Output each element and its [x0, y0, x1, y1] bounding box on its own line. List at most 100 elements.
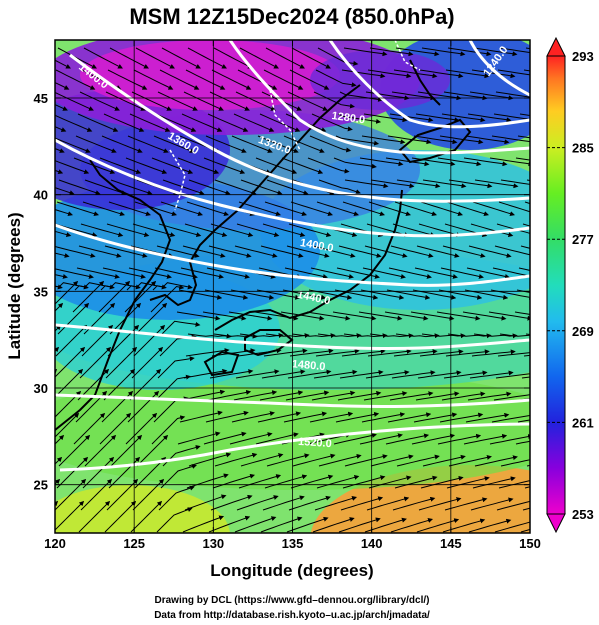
streamline [414, 267, 458, 279]
streamline [157, 91, 198, 111]
streamline [240, 453, 284, 467]
streamline [234, 245, 278, 258]
streamline [292, 453, 336, 467]
streamline [472, 201, 516, 217]
streamline [125, 412, 158, 445]
streamline [338, 517, 381, 533]
streamline [489, 157, 530, 167]
streamline [229, 432, 273, 445]
contour-label: 1400.0 [299, 237, 334, 255]
streamline [341, 69, 386, 79]
streamline [156, 245, 200, 258]
streamline [517, 135, 530, 139]
streamline [306, 311, 351, 321]
streamline [471, 349, 516, 357]
streamline [55, 252, 70, 258]
streamline [291, 47, 331, 69]
streamline [55, 160, 90, 174]
streamline [231, 135, 273, 153]
streamline [358, 311, 403, 321]
streamline [411, 433, 456, 445]
streamline [445, 69, 490, 79]
streamline [109, 47, 149, 69]
streamline [514, 311, 530, 315]
streamline [498, 480, 530, 489]
streamline [519, 113, 530, 117]
streamline [311, 113, 353, 132]
streamline [289, 69, 330, 90]
streamline [208, 515, 251, 533]
streamline [333, 157, 377, 169]
y-axis-label: Latitude (degrees) [5, 212, 24, 359]
streamline [367, 348, 412, 357]
streamline [55, 114, 93, 132]
streamline [396, 454, 440, 467]
streamline [129, 113, 171, 132]
streamline [186, 473, 229, 489]
streamline [55, 69, 96, 90]
streamline [264, 474, 308, 489]
streamline [157, 356, 195, 379]
streamline [233, 113, 275, 132]
streamline [422, 179, 467, 189]
streamline [106, 223, 150, 238]
streamline [55, 324, 88, 357]
streamline [6, 48, 43, 68]
streamline [318, 179, 361, 195]
streamline [72, 280, 105, 313]
streamline [103, 113, 145, 132]
streamline [420, 475, 464, 489]
streamline [361, 135, 406, 145]
streamline [55, 500, 85, 531]
streamline [314, 496, 358, 511]
colorbar-tick-label: 269 [572, 324, 594, 339]
streamline [106, 478, 139, 511]
streamline [104, 245, 148, 258]
streamline [183, 91, 224, 111]
streamline [55, 434, 65, 445]
streamline [359, 433, 403, 445]
streamline [362, 267, 406, 279]
streamline [159, 69, 200, 90]
streamline [366, 223, 410, 238]
streamline [468, 518, 512, 533]
streamline [419, 349, 464, 357]
streamline [266, 179, 309, 196]
streamline [263, 348, 308, 357]
streamline [0, 114, 39, 131]
streamline [58, 179, 101, 196]
streamline [448, 455, 492, 467]
streamline [260, 516, 303, 533]
streamline [57, 302, 90, 335]
credit-data: Data from http://database.rish.kyoto–u.a… [154, 610, 430, 621]
streamline [110, 179, 153, 196]
streamline [55, 137, 91, 153]
streamline [83, 47, 123, 69]
streamline [515, 440, 530, 445]
streamline [393, 349, 438, 357]
streamline [395, 333, 440, 339]
streamline [421, 47, 466, 57]
streamline [78, 500, 111, 533]
streamline [309, 411, 354, 423]
streamline [284, 267, 328, 279]
streamline [437, 433, 482, 445]
streamline [474, 179, 519, 189]
streamline [3, 480, 33, 510]
x-tick-label: 150 [519, 536, 541, 551]
streamline [134, 201, 178, 217]
streamline [133, 324, 166, 357]
streamline [394, 475, 438, 489]
x-tick-label: 120 [44, 536, 66, 551]
streamline [0, 414, 26, 444]
streamline [237, 69, 278, 90]
streamline [181, 113, 223, 132]
streamline [84, 179, 127, 196]
grid-lines [55, 40, 530, 533]
streamline [1, 502, 31, 532]
streamline [203, 431, 247, 445]
streamline [390, 245, 434, 258]
streamline [240, 179, 283, 196]
streamline [367, 69, 412, 79]
